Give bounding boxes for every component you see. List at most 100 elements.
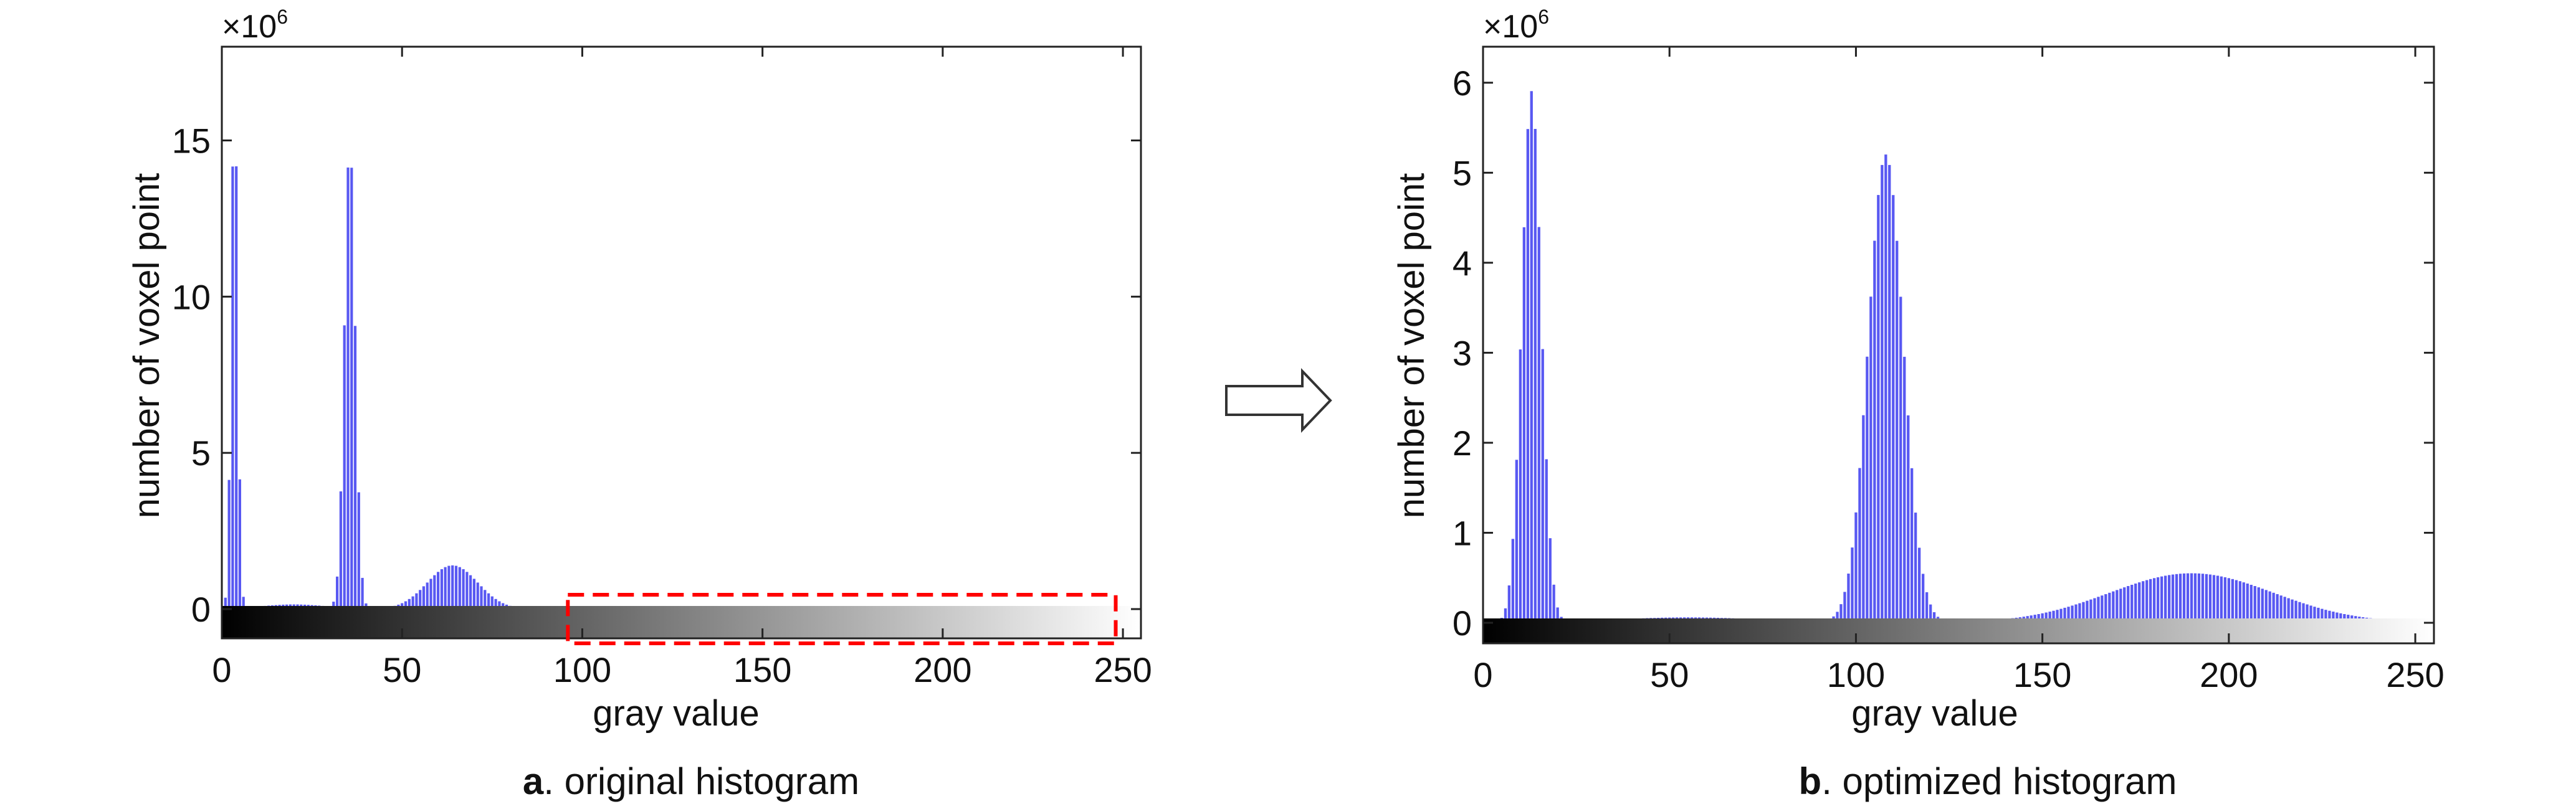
chart-b-bar <box>2164 575 2167 623</box>
chart-b-bar <box>2313 607 2316 623</box>
chart-b-bar <box>2175 574 2178 623</box>
chart-b-bar <box>1504 608 1507 623</box>
chart-b-bar <box>2052 610 2055 623</box>
chart-b-bar <box>2119 589 2122 623</box>
chart-b-bar <box>1519 349 1522 623</box>
chart-a-bar <box>429 579 432 609</box>
chart-b-bar <box>2302 603 2305 623</box>
chart-a-bar <box>336 576 339 609</box>
chart-b-bar <box>1854 512 1858 623</box>
chart-b-bar <box>2197 573 2201 623</box>
chart-b-x-axis-title: gray value <box>1851 693 2018 734</box>
chart-b-bar <box>2283 597 2286 623</box>
chart-b-bar <box>2171 574 2175 623</box>
chart-b-bar <box>2056 610 2059 623</box>
chart-b-bar <box>1836 612 1839 623</box>
chart-b-bar <box>2153 578 2156 623</box>
chart-a-bar <box>419 590 422 609</box>
chart-b-bar <box>1847 574 1850 623</box>
chart-b-x-tick-label: 200 <box>2200 655 2258 694</box>
chart-b-bar <box>1515 460 1518 623</box>
chart-b-y-tick-label: 4 <box>1453 244 1472 283</box>
chart-a-bar <box>462 569 465 609</box>
chart-b-bar <box>2298 602 2301 623</box>
chart-a-x-tick-label: 50 <box>383 650 421 689</box>
chart-a-bar <box>472 579 475 609</box>
chart-b-bar <box>1907 415 1910 623</box>
chart-a-bar <box>454 565 458 609</box>
chart-a-bar <box>422 586 425 609</box>
chart-b-bar <box>2246 584 2249 623</box>
chart-b-bar <box>2264 590 2268 623</box>
chart-b-bar <box>2041 613 2044 623</box>
chart-b-bar <box>2317 607 2320 623</box>
chart-b-x-tick-label: 50 <box>1650 655 1689 694</box>
chart-a-bar <box>451 565 454 609</box>
chart-b-bar <box>2268 591 2271 623</box>
chart-b-bar <box>2160 576 2163 623</box>
chart-b-plot-frame <box>1482 45 2435 645</box>
chart-b-bar <box>1530 91 1533 623</box>
chart-b-bar <box>2108 592 2111 623</box>
chart-b-bar <box>2335 612 2339 623</box>
chart-a-bar <box>227 480 231 609</box>
chart-a-bar <box>361 577 364 609</box>
chart-a-bar <box>498 601 501 609</box>
chart-b-bar <box>2193 573 2197 623</box>
chart-b-bar <box>1556 607 1559 623</box>
chart-a-bar <box>465 572 469 609</box>
chart-a-grayscale-bar <box>222 606 1141 638</box>
chart-a-bar <box>415 593 418 609</box>
chart-b-bar <box>1914 513 1917 623</box>
chart-b-bar <box>1903 356 1906 623</box>
chart-b-bar <box>1526 129 1529 623</box>
chart-a-x-tick-label: 150 <box>733 650 791 689</box>
chart-b-bar <box>2220 576 2223 623</box>
chart-optimized-histogram: 0 1 2 3 4 5 6 0 50 100 150 200 250 ×106 number of v… <box>1391 6 2445 802</box>
chart-b-bar <box>2138 582 2141 623</box>
chart-b-bar <box>2291 599 2294 623</box>
chart-b-bar <box>2186 573 2190 623</box>
chart-b-bar <box>2157 577 2160 623</box>
chart-b-bar <box>1873 240 1876 623</box>
chart-a-bar <box>490 596 494 609</box>
chart-b-bar <box>1896 240 1899 623</box>
chart-b-bar <box>2309 605 2312 623</box>
chart-a-bar <box>224 597 227 609</box>
chart-b-bar <box>1877 195 1880 623</box>
chart-a-bar <box>242 597 245 609</box>
chart-a-y-axis-title: number of voxel point <box>126 173 167 519</box>
chart-b-bar <box>1552 584 1555 623</box>
chart-b-bar <box>2059 608 2063 623</box>
chart-b-bar <box>2208 574 2212 623</box>
chart-b-bar <box>1545 459 1548 623</box>
chart-b-bar <box>2249 585 2253 623</box>
chart-a-y-tick-label: 0 <box>191 590 211 629</box>
chart-b-exponent-label: ×106 <box>1483 6 1549 45</box>
chart-a-bar <box>339 491 342 609</box>
chart-b-y-ticks: 0 1 2 3 4 5 6 <box>1453 64 2434 643</box>
chart-b-bar <box>1534 129 1537 623</box>
chart-b-bar <box>2145 580 2149 623</box>
chart-b-bar <box>1862 415 1865 623</box>
chart-b-bar <box>2048 612 2051 623</box>
chart-b-bars <box>1496 91 2413 623</box>
chart-b-bar <box>1888 164 1891 623</box>
chart-a-bar <box>343 325 346 609</box>
chart-a-y-tick-label: 10 <box>172 277 211 316</box>
chart-a-bar <box>404 601 408 609</box>
chart-a-bar <box>469 575 472 609</box>
chart-b-bar <box>1511 539 1514 623</box>
chart-a-bar <box>494 598 497 609</box>
chart-b-bar <box>1925 592 1929 623</box>
chart-b-bar <box>1884 154 1887 623</box>
chart-b-bar <box>2127 586 2130 623</box>
chart-b-bar <box>1839 604 1843 623</box>
chart-b-bar <box>2212 575 2216 623</box>
chart-a-bar <box>231 166 234 609</box>
chart-b-bar <box>2257 587 2260 623</box>
chart-a-bar <box>350 168 353 609</box>
chart-b-bar <box>1541 349 1544 623</box>
chart-b-bar <box>2149 579 2152 623</box>
chart-a-bar <box>437 572 440 609</box>
